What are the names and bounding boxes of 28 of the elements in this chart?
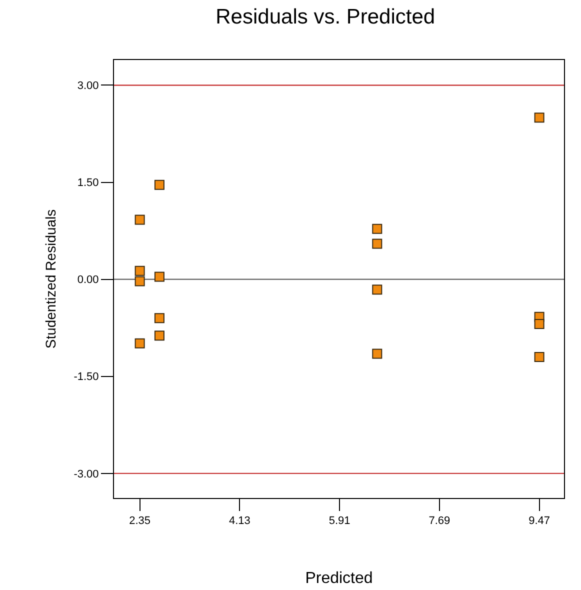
x-tick-label: 7.69 <box>428 515 450 528</box>
point <box>372 224 382 234</box>
point <box>534 352 544 362</box>
point <box>372 238 382 249</box>
point <box>534 318 544 329</box>
x-tick-label: 4.13 <box>228 515 250 528</box>
point <box>372 284 382 295</box>
y-tick-label: 0.00 <box>77 274 99 286</box>
point <box>134 266 145 276</box>
point <box>154 272 164 282</box>
point <box>372 348 382 359</box>
x-tick-label: 2.35 <box>129 515 151 528</box>
chart-title: Residuals vs. Predicted <box>216 6 436 29</box>
point <box>134 214 145 225</box>
x-tick-label: 5.91 <box>328 515 350 528</box>
point <box>134 276 145 286</box>
x-tick-label: 9.47 <box>528 515 550 528</box>
y-tick-label: 1.50 <box>77 177 99 190</box>
y-axis-title: Studentized Residuals <box>42 209 58 349</box>
y-tick-label: 3.00 <box>77 80 99 92</box>
y-tick-label: -1.50 <box>74 371 99 384</box>
y-tick-label: -3.00 <box>74 468 99 480</box>
point <box>534 112 544 123</box>
x-axis-title: Predicted <box>305 570 373 587</box>
point <box>154 180 164 190</box>
point <box>154 330 164 341</box>
point <box>154 313 164 324</box>
point <box>134 338 145 348</box>
